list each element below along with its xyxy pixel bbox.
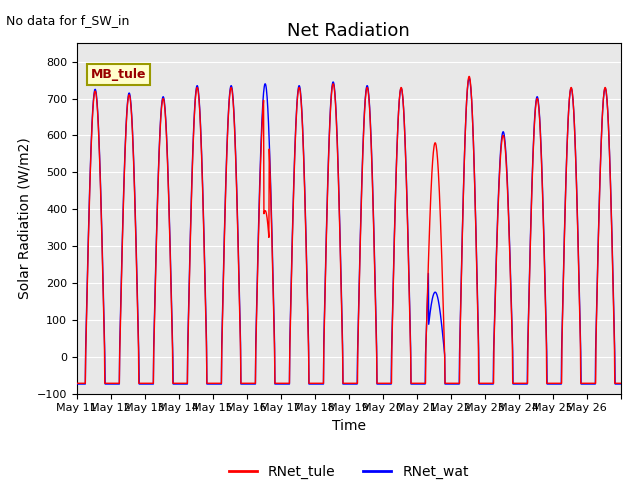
RNet_wat <box>617 381 625 387</box>
RNet_wat <box>158 99 166 105</box>
Y-axis label: Solar Radiation (W/m2): Solar Radiation (W/m2) <box>17 138 31 299</box>
RNet_tule <box>335 175 342 180</box>
RNet_tule <box>477 380 485 386</box>
RNet_tule <box>557 380 564 386</box>
RNet_wat <box>335 170 342 176</box>
RNet_wat <box>610 320 618 325</box>
RNet_tule <box>617 380 625 386</box>
RNet_tule <box>465 73 473 79</box>
RNet_wat <box>477 381 485 387</box>
Line: RNet_wat: RNet_wat <box>77 78 621 384</box>
RNet_wat <box>324 168 332 173</box>
RNet_wat <box>465 75 473 81</box>
Line: RNet_tule: RNet_tule <box>77 76 621 383</box>
RNet_wat <box>73 381 81 387</box>
RNet_tule <box>158 102 166 108</box>
Text: No data for f_SW_in: No data for f_SW_in <box>6 14 130 27</box>
RNet_tule <box>73 380 81 386</box>
RNet_tule <box>610 326 618 332</box>
Title: Net Radiation: Net Radiation <box>287 22 410 40</box>
X-axis label: Time: Time <box>332 419 366 433</box>
Legend: RNet_tule, RNet_wat: RNet_tule, RNet_wat <box>223 459 474 480</box>
RNet_wat <box>557 381 564 387</box>
Text: MB_tule: MB_tule <box>90 68 146 81</box>
RNet_tule <box>324 172 332 178</box>
